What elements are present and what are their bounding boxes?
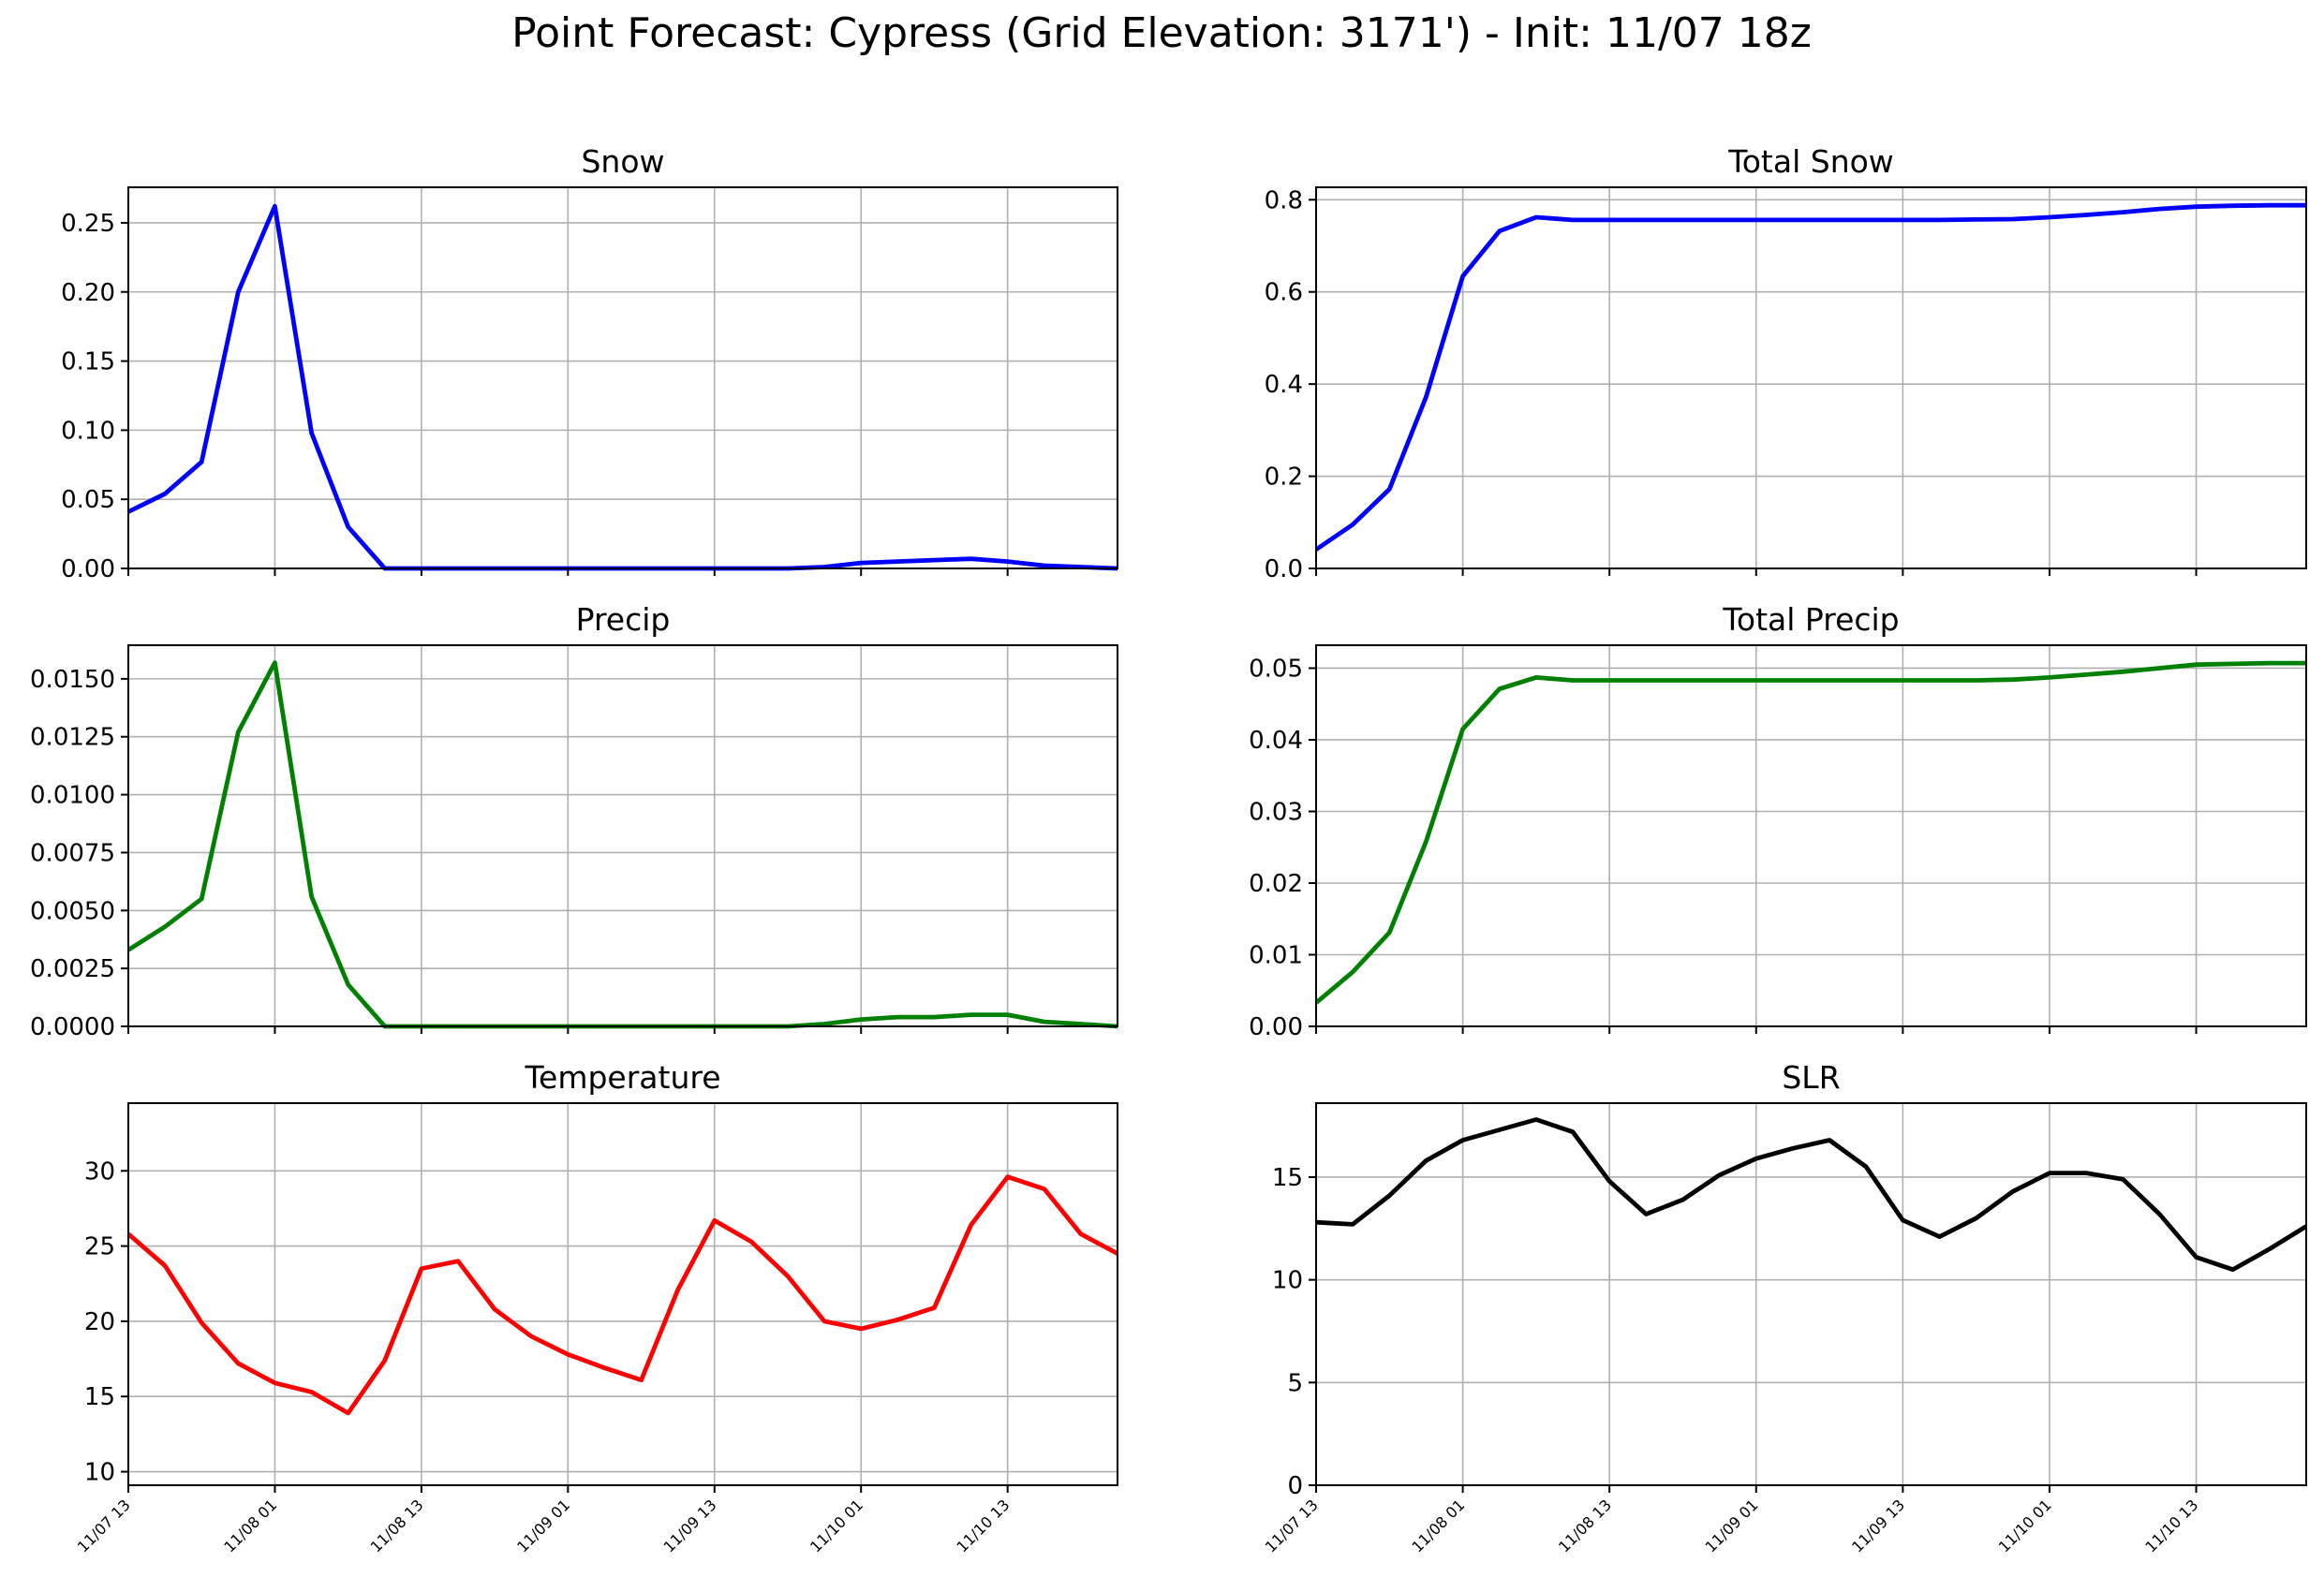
total-precip-ytick-label-2: 0.02 xyxy=(1249,870,1303,898)
total-precip-ytick-label-5: 0.05 xyxy=(1249,655,1303,683)
temperature-ytick-label-2: 20 xyxy=(84,1308,115,1336)
temperature-ytick-label-1: 15 xyxy=(84,1383,115,1411)
total-snow-ytick-label-1: 0.2 xyxy=(1265,464,1303,492)
temperature-axes-frame xyxy=(127,1102,1118,1486)
snow-ytick-label-0: 0.00 xyxy=(61,555,115,583)
slr-axes-frame xyxy=(1315,1102,2307,1486)
precip-ytick-label-4: 0.0100 xyxy=(30,782,115,810)
total-snow-series-line xyxy=(1314,202,2306,552)
figure-title: Point Forecast: Cypress (Grid Elevation:… xyxy=(511,9,1812,57)
total-precip-axes-frame xyxy=(1315,644,2307,1027)
temperature-panel-title: Temperature xyxy=(524,1059,720,1096)
snow-ytick-label-5: 0.25 xyxy=(61,210,115,238)
temperature-ytick-label-3: 25 xyxy=(84,1233,115,1261)
total-snow-panel: Total Snow 0.0 0.2 0.4 0.6 0.8 xyxy=(1265,143,2307,583)
slr-ytick-label-3: 15 xyxy=(1272,1164,1303,1192)
precip-panel: Precip 0.0000 0.0025 0.0050 0.0075 0.0100 0.01… xyxy=(30,601,1118,1041)
precip-ytick-label-6: 0.0150 xyxy=(30,666,115,694)
snow-ytick-label-4: 0.20 xyxy=(61,279,115,307)
total-snow-ytick-label-0: 0.0 xyxy=(1265,555,1303,583)
temperature-ytick-label-4: 30 xyxy=(84,1157,115,1186)
precip-ytick-label-0: 0.0000 xyxy=(30,1013,115,1041)
total-precip-series-line xyxy=(1314,660,2306,1005)
temperature-ytick-label-0: 10 xyxy=(84,1459,115,1487)
precip-panel-title: Precip xyxy=(576,601,671,638)
total-precip-ytick-label-4: 0.04 xyxy=(1249,727,1303,755)
total-snow-panel-title: Total Snow xyxy=(1727,143,1894,180)
snow-panel: Snow 0.00 0.05 0.10 0.15 0.20 0.25 xyxy=(61,143,1118,583)
precip-ytick-label-5: 0.0125 xyxy=(30,724,115,752)
slr-ytick-label-0: 0 xyxy=(1287,1472,1303,1500)
total-snow-ytick-label-3: 0.6 xyxy=(1265,279,1303,307)
precip-ytick-label-3: 0.0075 xyxy=(30,839,115,867)
snow-axes-frame xyxy=(127,186,1118,569)
slr-ytick-label-1: 5 xyxy=(1287,1369,1303,1397)
snow-panel-title: Snow xyxy=(581,143,664,180)
slr-ytick-label-2: 10 xyxy=(1272,1267,1303,1295)
total-snow-ytick-label-4: 0.8 xyxy=(1265,186,1303,214)
temperature-series-line xyxy=(126,1174,1119,1416)
snow-ytick-label-1: 0.05 xyxy=(61,486,115,514)
total-precip-ytick-label-0: 0.00 xyxy=(1249,1013,1303,1041)
total-precip-ytick-label-3: 0.03 xyxy=(1249,798,1303,826)
total-precip-panel: Total Precip 0.00 0.01 0.02 0.03 0.04 0.05 xyxy=(1249,601,2307,1041)
snow-ytick-label-3: 0.15 xyxy=(61,348,115,376)
total-snow-ytick-label-2: 0.4 xyxy=(1265,371,1303,399)
precip-axes-frame xyxy=(127,644,1118,1027)
total-precip-ytick-label-1: 0.01 xyxy=(1249,941,1303,969)
total-snow-axes-frame xyxy=(1315,186,2307,569)
precip-ytick-label-2: 0.0050 xyxy=(30,897,115,925)
slr-series-line xyxy=(1315,1117,2308,1273)
precip-ytick-label-1: 0.0025 xyxy=(30,955,115,983)
snow-ytick-label-2: 0.10 xyxy=(61,417,115,445)
slr-panel-title: SLR xyxy=(1782,1059,1840,1096)
total-precip-panel-title: Total Precip xyxy=(1722,601,1899,638)
